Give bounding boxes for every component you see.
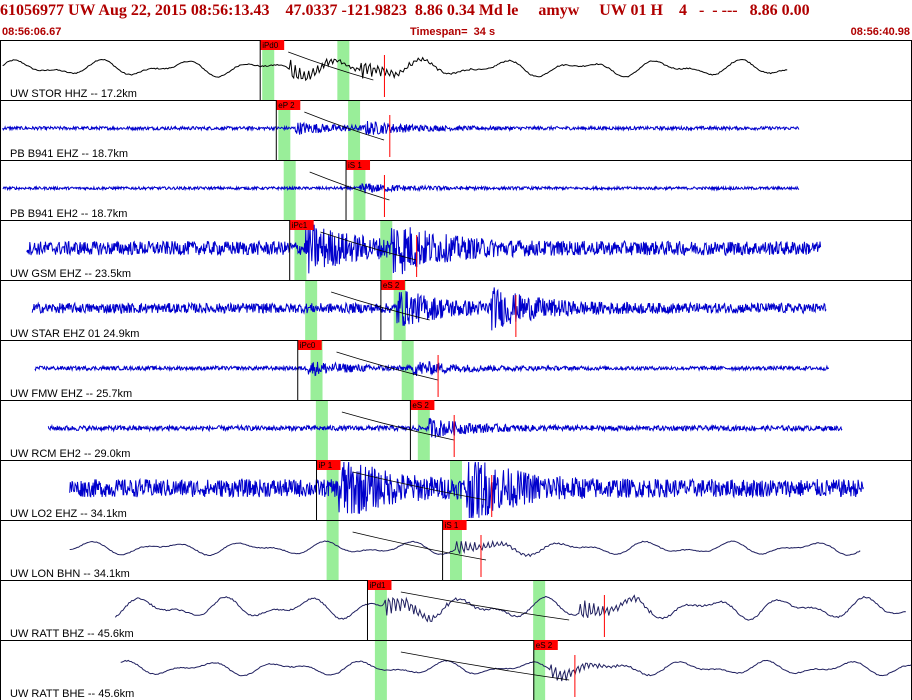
trace-panel[interactable]: eS 2 UW RCM EH2 -- 29.0km	[0, 400, 912, 461]
pick-flag	[367, 580, 392, 590]
travel-time-curve	[400, 651, 570, 681]
station-label: UW STOR HHZ -- 17.2km	[10, 88, 137, 100]
panel-frame	[0, 580, 912, 641]
pick-flag	[346, 160, 371, 170]
pick-label: iPd1	[369, 581, 386, 590]
pick-label: eS 2	[536, 641, 553, 650]
waveform	[2, 183, 800, 194]
pick-window	[417, 401, 430, 460]
pick-window	[533, 641, 546, 700]
station-label: UW GSM EHZ -- 23.5km	[10, 268, 131, 280]
timespan-label: Timespan= 34 s	[410, 26, 496, 38]
waveform	[69, 539, 861, 558]
event-summary-title: 61056977 UW Aug 22, 2015 08:56:13.43 47.…	[0, 2, 810, 19]
waveform	[47, 417, 843, 438]
pick-flag	[410, 400, 435, 410]
station-label: UW RATT BHZ -- 45.6km	[10, 628, 134, 640]
pick-flag	[442, 520, 467, 530]
trace-panel[interactable]: eP 2 PB B941 EHZ -- 18.7km	[0, 100, 912, 161]
pick-flag	[316, 460, 341, 470]
travel-time-curve	[304, 111, 385, 141]
pick-label: iP 1	[319, 461, 333, 470]
pick-label: eS 2	[412, 401, 429, 410]
panel-frame	[0, 100, 912, 161]
travel-time-curve	[400, 591, 570, 621]
pick-label: iS 1	[445, 521, 459, 530]
pick-window	[374, 641, 387, 700]
pick-window	[450, 521, 462, 580]
trace-panel[interactable]: iPd0 UW STOR HHZ -- 17.2km	[0, 40, 912, 101]
pick-window	[283, 161, 296, 220]
pick-flag	[533, 640, 558, 650]
pick-flag	[260, 40, 285, 50]
pick-window	[401, 341, 414, 400]
pick-label: eP 2	[278, 101, 295, 110]
panel-frame	[0, 400, 912, 461]
panel-frame	[0, 160, 912, 221]
station-label: PB B941 EH2 -- 18.7km	[10, 208, 127, 220]
panel-frame	[0, 40, 912, 101]
pick-flag	[297, 340, 322, 350]
pick-label: eS 2	[383, 281, 400, 290]
pick-flag	[276, 100, 301, 110]
station-label: UW FMW EHZ -- 25.7km	[10, 388, 132, 400]
start-time: 08:56:06.67	[2, 26, 62, 38]
pick-label: iPc0	[300, 341, 316, 350]
travel-time-curve	[341, 411, 454, 441]
pick-window	[262, 41, 275, 100]
pick-flag	[289, 220, 314, 230]
trace-panel[interactable]: iPd1 UW RATT BHZ -- 45.6km	[0, 580, 912, 641]
pick-label: iPc1	[292, 221, 308, 230]
travel-time-curve	[352, 531, 487, 561]
trace-panel[interactable]: iS 1 PB B941 EH2 -- 18.7km	[0, 160, 912, 221]
pick-window	[337, 41, 350, 100]
trace-panel[interactable]: iP 1 UW LO2 EHZ -- 34.1km	[0, 460, 912, 521]
station-label: PB B941 EHZ -- 18.7km	[10, 148, 128, 160]
waveform	[26, 221, 822, 275]
waveform	[2, 56, 788, 82]
panel-frame	[0, 220, 912, 281]
station-label: UW STAR EHZ 01 24.9km	[10, 328, 139, 340]
trace-panel[interactable]: iS 1 UW LON BHN -- 34.1km	[0, 520, 912, 581]
waveform	[31, 287, 827, 331]
waveform	[69, 461, 864, 519]
station-label: UW LO2 EHZ -- 34.1km	[10, 508, 127, 520]
trace-panel[interactable]: iPc0 UW FMW EHZ -- 25.7km	[0, 340, 912, 401]
travel-time-curve	[336, 351, 438, 381]
travel-time-curve	[352, 471, 487, 501]
pick-window	[533, 581, 546, 640]
waveform	[114, 594, 906, 623]
station-label: UW RATT BHE -- 45.6km	[10, 688, 134, 700]
trace-panel[interactable]: eS 2 UW STAR EHZ 01 24.9km	[0, 280, 912, 341]
end-time: 08:56:40.98	[850, 26, 910, 38]
travel-time-curve	[320, 231, 417, 261]
pick-label: iS 1	[348, 161, 362, 170]
waveform	[2, 120, 800, 135]
pick-window	[315, 401, 328, 460]
panel-frame	[0, 640, 912, 700]
pick-window	[374, 581, 387, 640]
pick-label: iPd0	[262, 41, 279, 50]
pick-window	[326, 521, 339, 580]
seismogram-plot[interactable]: iPd0 UW STOR HHZ -- 17.2km eP 2 PB B941 EHZ…	[0, 40, 912, 700]
waveform	[120, 659, 912, 682]
pick-flag	[380, 280, 405, 290]
station-label: UW LON BHN -- 34.1km	[10, 568, 130, 580]
trace-panel[interactable]: iPc1 UW GSM EHZ -- 23.5km	[0, 220, 912, 281]
waveform	[34, 361, 830, 377]
travel-time-curve	[309, 171, 390, 201]
travel-time-curve	[288, 51, 374, 81]
station-label: UW RCM EH2 -- 29.0km	[10, 448, 130, 460]
trace-panel[interactable]: eS 2 UW RATT BHE -- 45.6km	[0, 640, 912, 700]
